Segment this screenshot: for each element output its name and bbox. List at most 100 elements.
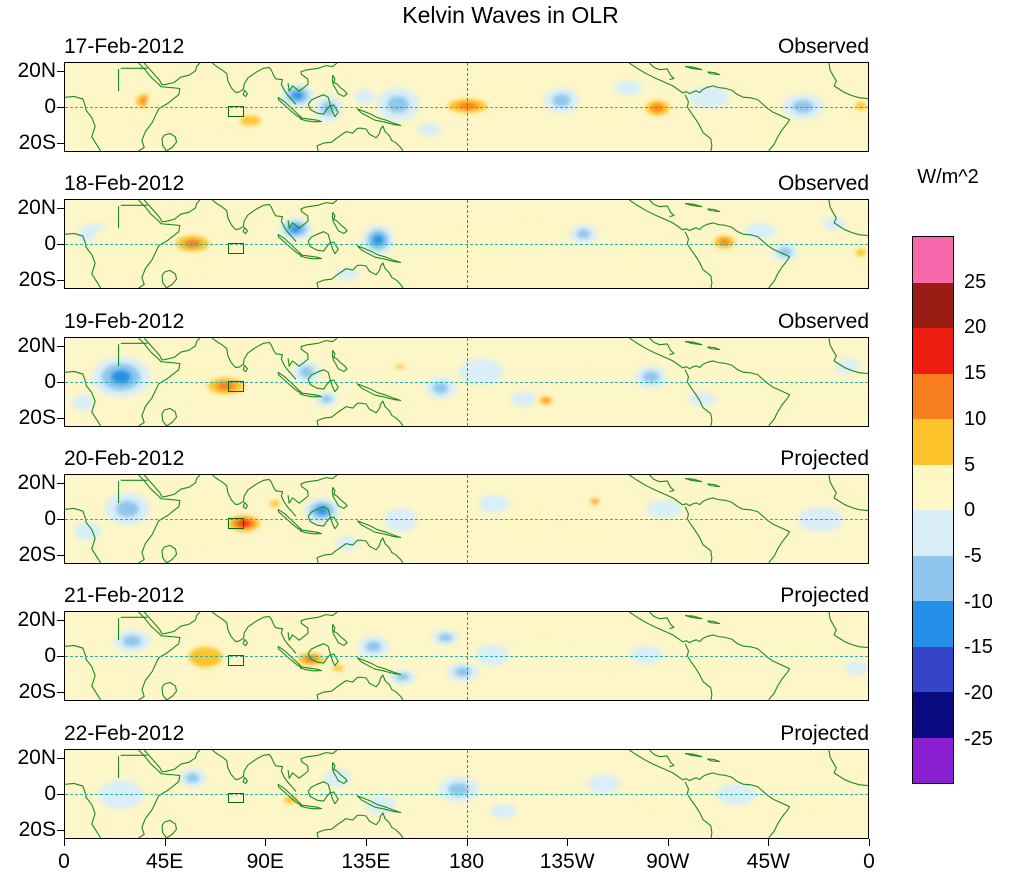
dateline-dashed-line [466,749,468,838]
olr-anomaly-blob [691,657,736,679]
olr-anomaly-blob [293,360,320,383]
panel-header: 19-Feb-2012 Observed [64,310,869,336]
olr-anomaly-blob [478,494,510,513]
y-axis-tick-label: 20N [17,196,56,220]
olr-anomaly-blob [579,360,625,383]
y-axis-tick [57,482,64,484]
y-axis-tick-label: 0 [44,781,56,805]
y-axis-tick [57,656,64,658]
olr-anomaly-blob [354,90,375,105]
olr-anomaly-blob [429,520,470,541]
olr-anomaly-blob [476,644,508,667]
colorbar-cell [913,373,953,420]
panel-source-label: Projected [780,446,869,470]
x-axis-tick [64,839,65,846]
panel-header: 21-Feb-2012 Projected [64,584,869,610]
olr-anomaly-blob [747,122,779,137]
olr-anomaly-blob [709,232,741,251]
colorbar-cell [913,601,953,647]
coastline-map [65,750,868,838]
region-of-interest-box [228,106,244,117]
olr-anomaly-blob [610,243,647,262]
x-axis-tick-label: 90W [646,850,690,873]
x-axis-tick-label: 180 [448,850,485,873]
x-axis-tick-label: 90E [246,850,284,873]
coastline-map [65,338,868,426]
y-axis-tick-label: 0 [44,232,56,256]
panel-source-label: Observed [777,172,869,196]
colorbar [912,236,954,785]
olr-anomaly-blob [630,646,663,665]
y-axis-tick [57,620,64,622]
y-axis-tick-label: 0 [44,644,56,668]
olr-anomaly-blob [91,357,150,397]
colorbar-cell [913,282,953,329]
y-axis-tick [57,554,64,556]
panel-header: 20-Feb-2012 Projected [64,447,869,473]
y-axis-tick [57,829,64,831]
olr-anomaly-blob [179,769,206,788]
coastline-map [65,200,868,288]
olr-anomaly-blob [615,81,642,96]
olr-anomaly-blob [518,633,573,659]
x-axis-tick-label: 0 [863,850,875,873]
y-axis-tick-label: 0 [44,369,56,393]
coastline-map [65,612,868,700]
region-of-interest-box [228,380,244,392]
map-panel [64,199,869,290]
dateline-dashed-line [466,63,468,151]
olr-anomaly-blob [326,661,349,675]
colorbar-tick-label: 10 [964,407,987,430]
olr-anomaly-blob [230,110,271,131]
colorbar-cell [913,510,953,556]
olr-anomaly-blob [265,497,286,510]
y-axis-tick [57,280,64,282]
y-axis-tick [57,757,64,759]
olr-anomaly-blob [688,391,716,406]
olr-anomaly-blob [447,662,479,681]
olr-anomaly-blob [85,667,126,686]
olr-anomaly-blob [431,630,459,645]
olr-anomaly-blob [438,776,479,802]
olr-anomaly-blob [167,231,218,256]
colorbar-units-label: W/m^2 [917,166,979,188]
olr-anomaly-blob [277,792,305,808]
x-axis-tick [567,839,569,846]
coastline-map [65,475,868,563]
y-axis-tick-label: 20N [17,470,56,494]
map-panel [64,473,869,564]
olr-anomaly-blob [357,635,390,658]
x-axis-tick-label: 135W [539,850,595,873]
y-axis-tick-label: 20S [18,268,56,292]
olr-anomaly-blob [71,395,95,410]
y-axis-tick [57,518,64,520]
y-axis-tick [57,417,64,419]
olr-anomaly-blob [523,781,569,804]
y-axis-tick-label: 0 [44,506,56,530]
olr-anomaly-blob [749,369,803,397]
olr-anomaly-blob [717,530,754,549]
olr-anomaly-blob [848,494,868,506]
panel-date-label: 22-Feb-2012 [64,721,185,745]
region-of-interest-box [228,655,244,667]
y-axis-tick [57,793,64,795]
olr-anomaly-blob [744,222,777,239]
y-axis-tick [57,107,64,108]
olr-anomaly-blob [418,123,441,136]
colorbar-cell [913,555,953,602]
colorbar-cell [913,646,953,693]
olr-anomaly-blob [315,391,338,406]
olr-anomaly-blob [771,243,799,262]
olr-anomaly-blob [845,660,868,676]
olr-anomaly-blob [278,218,313,240]
olr-anomaly-blob [114,630,150,652]
olr-anomaly-blob [639,796,676,815]
region-of-interest-box [228,243,244,255]
colorbar-cell [913,419,953,465]
y-axis-tick [57,244,64,246]
olr-anomaly-blob [335,267,358,281]
olr-anomaly-blob [535,395,556,406]
y-axis-tick-label: 20S [18,405,56,429]
x-axis-tick [869,839,870,846]
